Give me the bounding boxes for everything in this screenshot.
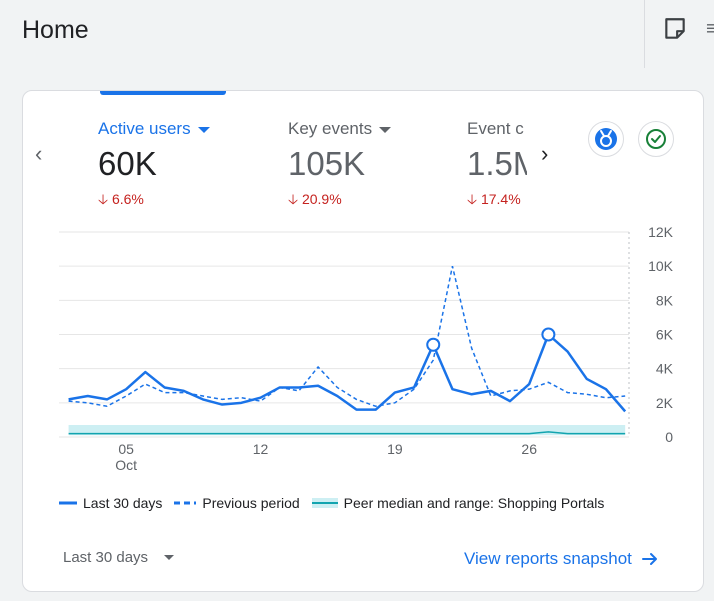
legend-label-current: Last 30 days bbox=[83, 495, 163, 511]
home-overview-card: ‹ Active users 60K 🡣 6.6% Key events 105… bbox=[22, 90, 704, 592]
caret-down-icon bbox=[197, 126, 210, 133]
header-divider bbox=[644, 0, 645, 68]
legend-label-peer: Peer median and range: Shopping Portals bbox=[343, 495, 605, 511]
metric-delta: 6.6% bbox=[111, 191, 144, 207]
metric-label: Active users bbox=[98, 119, 191, 138]
metric-value: 1.5M bbox=[467, 145, 527, 182]
y-tick-label: 12K bbox=[648, 224, 674, 240]
metric-tab-event-count[interactable]: Event c 1.5M 🡣 17.4% bbox=[467, 119, 527, 213]
date-range-dropdown[interactable]: Last 30 days bbox=[63, 549, 175, 566]
peer-median-line bbox=[68, 431, 626, 435]
insights-badge-icon bbox=[595, 128, 617, 150]
metric-value: 60K bbox=[98, 145, 157, 182]
check-circle-icon bbox=[646, 129, 666, 149]
legend-item-previous: Previous period bbox=[174, 495, 300, 511]
arrow-down-icon: 🡣 bbox=[467, 191, 478, 207]
chart-legend: Last 30 days Previous period Peer median… bbox=[59, 495, 616, 511]
solid-line-swatch bbox=[59, 501, 77, 505]
arrow-down-icon: 🡣 bbox=[98, 191, 109, 207]
metric-delta: 17.4% bbox=[480, 191, 521, 207]
last-30-days-line bbox=[68, 333, 627, 413]
data-point-marker bbox=[541, 327, 556, 342]
chevron-right-icon[interactable]: › bbox=[541, 141, 549, 166]
band-swatch bbox=[311, 498, 338, 508]
metric-label: Key events bbox=[288, 119, 373, 138]
x-tick-label: 19 bbox=[387, 441, 403, 457]
active-tab-indicator bbox=[100, 91, 226, 95]
x-tick-sublabel: Oct bbox=[115, 457, 137, 473]
y-tick-label: 4K bbox=[656, 361, 674, 377]
metric-value: 105K bbox=[288, 145, 366, 182]
view-reports-snapshot-link[interactable]: View reports snapshot bbox=[464, 549, 658, 569]
dashed-line-swatch bbox=[174, 501, 197, 505]
x-tick-label: 12 bbox=[253, 441, 269, 457]
caret-down-icon bbox=[164, 555, 175, 560]
arrow-right-icon bbox=[641, 553, 657, 565]
y-tick-label: 6K bbox=[656, 327, 674, 343]
metric-tab-active-users[interactable]: Active users 60K 🡣 6.6% bbox=[98, 119, 210, 213]
legend-label-previous: Previous period bbox=[202, 495, 300, 511]
y-tick-label: 10K bbox=[648, 258, 674, 274]
metric-delta: 20.9% bbox=[301, 191, 342, 207]
snapshot-link-label: View reports snapshot bbox=[464, 549, 632, 568]
y-tick-label: 2K bbox=[656, 395, 674, 411]
date-range-label: Last 30 days bbox=[63, 549, 149, 566]
x-tick-label: 05 bbox=[118, 441, 134, 457]
arrow-down-icon: 🡣 bbox=[288, 191, 299, 207]
legend-item-current: Last 30 days bbox=[59, 495, 162, 511]
status-button[interactable] bbox=[638, 121, 674, 157]
y-tick-label: 8K bbox=[656, 292, 674, 308]
chevron-left-icon[interactable]: ‹ bbox=[35, 141, 43, 166]
page-title: Home bbox=[22, 16, 89, 44]
previous-period-line bbox=[68, 265, 626, 408]
x-tick-label: 26 bbox=[521, 441, 537, 457]
legend-item-peer: Peer median and range: Shopping Portals bbox=[311, 495, 605, 511]
metric-label: Event c bbox=[467, 119, 524, 138]
insights-badge-button[interactable] bbox=[588, 121, 624, 157]
caret-down-icon bbox=[379, 126, 392, 133]
sticky-note-icon[interactable] bbox=[662, 16, 688, 42]
metric-tab-key-events[interactable]: Key events 105K 🡣 20.9% bbox=[288, 119, 392, 213]
data-point-marker bbox=[426, 337, 441, 352]
clipped-header-icon[interactable]: ≡ bbox=[706, 18, 714, 40]
peer-range-band bbox=[68, 425, 626, 436]
y-tick-label: 0 bbox=[665, 429, 673, 445]
